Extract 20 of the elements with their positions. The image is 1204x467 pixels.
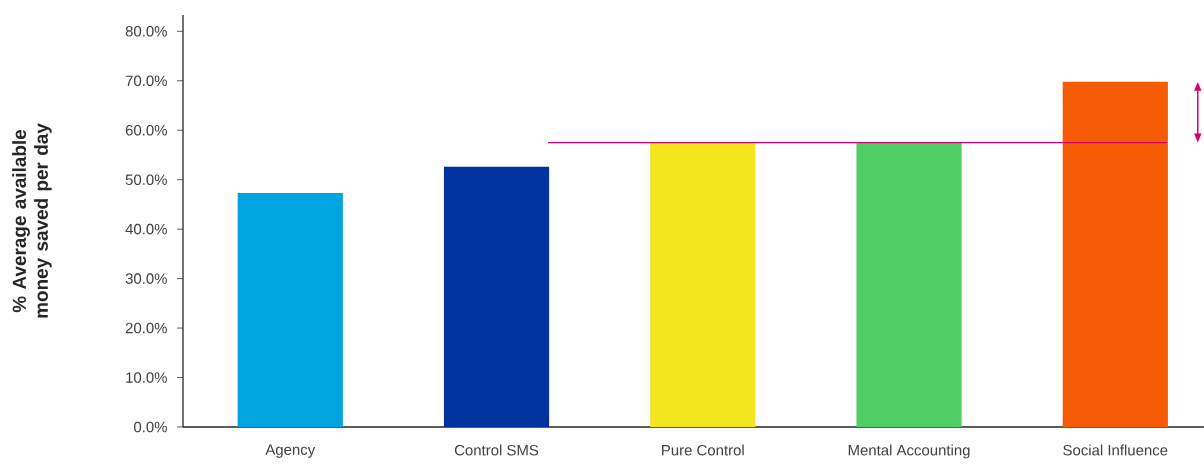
bar (1062, 81, 1168, 427)
y-tick-label: 10.0% (126, 372, 167, 383)
y-tick-label: 30.0% (125, 273, 167, 284)
x-tick-label: Social Influence (1063, 444, 1168, 456)
y-tick-label: 0.0% (134, 421, 167, 433)
bar (237, 193, 343, 427)
x-tick-label: Mental Accounting (848, 444, 970, 459)
y-tick-label: 70.0% (125, 75, 167, 87)
y-axis-title: % Average available money saved per day (12, 123, 52, 318)
y-tick-label: 40.0% (125, 223, 167, 235)
bar (856, 143, 962, 427)
y-tick-label: 60.0% (125, 124, 167, 136)
y-tick-label: 20.0% (125, 322, 167, 334)
x-tick-label: Agency (265, 444, 316, 458)
x-tick-label: Control SMS (454, 444, 539, 456)
bar (650, 142, 756, 427)
y-tick-label: 80.0% (125, 26, 167, 37)
x-tick-label: Pure Control (662, 444, 744, 456)
bar (443, 166, 550, 427)
y-tick-label: 50.0% (125, 174, 167, 185)
